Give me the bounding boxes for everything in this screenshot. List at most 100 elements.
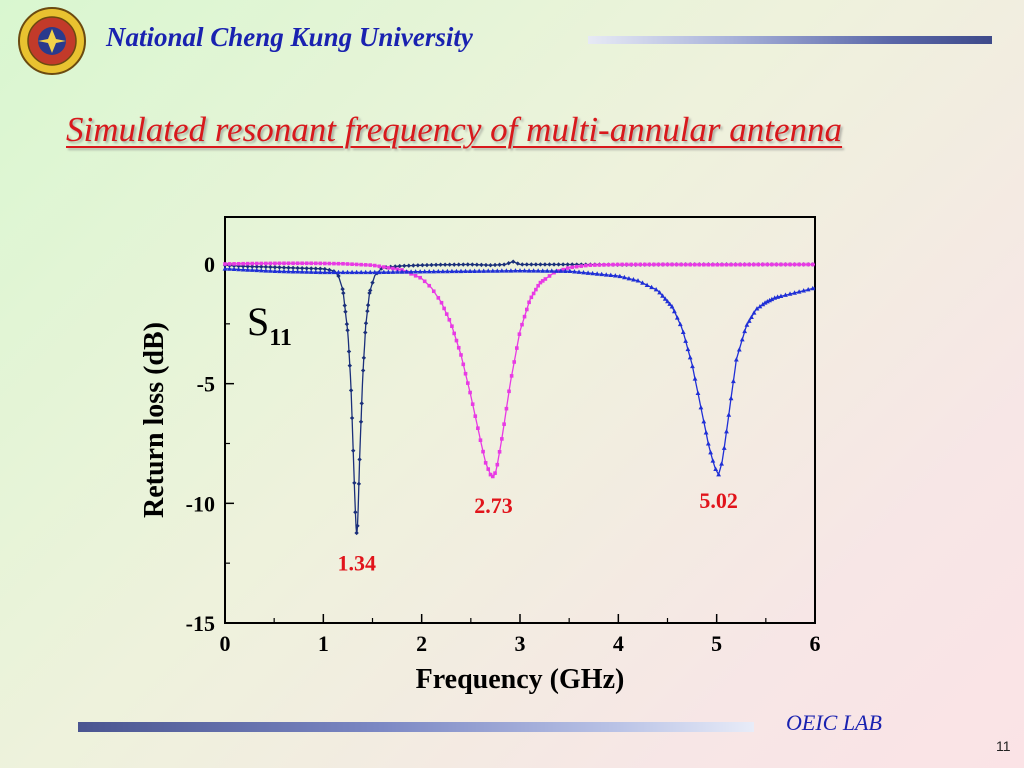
data-point [236,266,242,272]
data-point [488,262,493,268]
data-point [517,332,522,336]
data-point [534,287,538,292]
data-point [473,414,478,418]
data-point [451,262,457,267]
data-point [444,268,450,274]
data-point [295,265,300,271]
data-point [662,296,668,301]
s11-sub: 11 [269,325,292,351]
data-point [409,272,413,276]
data-point [250,264,255,269]
data-point [674,262,679,267]
data-point [620,262,624,267]
data-point [241,261,245,266]
data-point [783,262,788,267]
data-point [354,530,359,536]
data-point [488,472,493,477]
data-point [483,461,488,465]
data-point [590,270,596,276]
data-point [787,291,793,296]
data-point [647,262,652,267]
x-tick-label: 4 [613,631,624,656]
data-point [459,353,463,357]
data-point [510,259,516,264]
data-point [395,269,400,274]
data-point [345,262,350,266]
data-point [406,263,412,268]
x-tick-label: 3 [515,631,526,656]
data-point [478,438,483,442]
data-point [652,262,656,267]
data-point [762,300,768,305]
data-point [579,264,584,268]
plot-frame [224,216,816,624]
footer-divider-bar [78,722,754,732]
data-point [313,261,318,266]
data-point [733,262,738,267]
data-point [729,262,733,267]
data-point [543,277,548,281]
data-point [299,269,305,274]
data-point [395,267,400,272]
data-point [660,293,665,298]
data-point [349,415,355,421]
data-point [413,273,418,278]
y-tick-label: -15 [186,611,215,636]
data-point [431,268,437,274]
data-point [556,262,561,267]
data-point [290,265,296,271]
data-point [372,263,377,268]
data-point [724,262,729,267]
data-point [336,273,341,279]
data-point [363,330,368,335]
data-point [313,266,318,271]
data-point [716,472,722,477]
data-point [359,401,364,406]
data-point [756,262,761,267]
data-point [363,263,368,267]
data-point [792,262,797,267]
data-point [649,284,655,290]
data-point [558,268,564,273]
data-point [343,309,348,314]
data-point [669,304,675,309]
data-point [739,337,745,342]
data-point [429,262,434,268]
data-point [551,262,557,267]
header-divider-bar [588,36,992,44]
data-point [436,296,441,300]
data-point [515,261,520,266]
data-point [474,262,480,267]
data-point [377,264,382,269]
data-point [424,262,430,268]
data-point [520,322,524,327]
data-point [273,261,277,266]
data-point [240,267,246,272]
data-point [357,457,362,462]
data-point [542,262,548,267]
data-point [569,262,575,267]
data-point [277,265,282,270]
data-point [361,355,367,361]
data-point [730,378,736,384]
data-point [728,395,734,401]
data-point [355,523,360,529]
data-point [502,422,506,426]
data-point [367,269,373,275]
data-point [778,293,784,299]
data-point [695,390,701,396]
data-point [468,390,472,395]
data-point [643,262,647,267]
x-tick-label: 2 [416,631,427,656]
data-point [322,269,328,275]
x-axis-ticks: 0 1 2 3 4 5 6 [220,614,821,656]
data-point [422,269,428,274]
lab-name: OEIC LAB [786,710,882,735]
data-point [526,268,532,273]
data-point [454,268,459,274]
data-point [560,262,566,267]
data-point [520,262,525,267]
data-point [317,269,323,275]
data-point [497,262,502,267]
data-point [801,262,806,267]
